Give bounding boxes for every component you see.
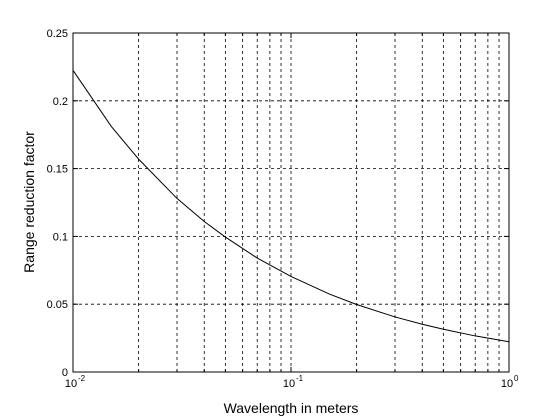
series-line [72, 70, 510, 343]
x-tick-label: 10 -2 [65, 374, 86, 390]
y-tick-label: 0 [62, 367, 68, 379]
y-tick-labels: 0 0.05 0.1 0.15 0.2 0.25 [47, 28, 68, 379]
x-tick-labels: 10 -2 10 -1 10 0 [65, 374, 519, 390]
y-axis-label: Range reduction factor [21, 131, 37, 273]
grid [73, 33, 509, 372]
svg-text:10: 10 [65, 378, 77, 390]
x-tick-label: 10 -1 [283, 374, 304, 390]
series [72, 70, 510, 343]
plot-frame [72, 32, 510, 373]
y-tick-label: 0.2 [53, 96, 68, 108]
y-tick-label: 0.1 [53, 231, 68, 243]
svg-text:10: 10 [501, 378, 513, 390]
x-tick-label: 10 0 [501, 374, 519, 390]
x-axis-label: Wavelength in meters [224, 400, 359, 416]
svg-text:10: 10 [283, 378, 295, 390]
y-tick-label: 0.25 [47, 28, 68, 40]
svg-text:0: 0 [514, 374, 519, 383]
svg-text:-1: -1 [296, 374, 304, 383]
y-tick-label: 0.05 [47, 299, 68, 311]
y-tick-label: 0.15 [47, 164, 68, 176]
svg-text:-2: -2 [78, 374, 86, 383]
